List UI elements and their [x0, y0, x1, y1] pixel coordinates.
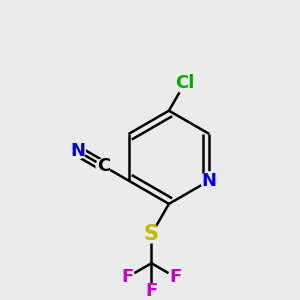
Text: S: S [144, 224, 159, 244]
Circle shape [168, 270, 183, 284]
Text: C: C [97, 157, 110, 175]
Circle shape [71, 144, 86, 159]
Circle shape [144, 284, 159, 298]
Circle shape [143, 225, 160, 243]
Circle shape [175, 73, 195, 93]
Circle shape [201, 172, 218, 189]
Text: Cl: Cl [175, 74, 195, 92]
Text: F: F [122, 268, 134, 286]
Text: N: N [70, 142, 86, 160]
Circle shape [120, 270, 135, 284]
Text: F: F [145, 282, 158, 300]
Text: F: F [169, 268, 182, 286]
Text: N: N [202, 172, 217, 190]
Circle shape [96, 159, 111, 173]
